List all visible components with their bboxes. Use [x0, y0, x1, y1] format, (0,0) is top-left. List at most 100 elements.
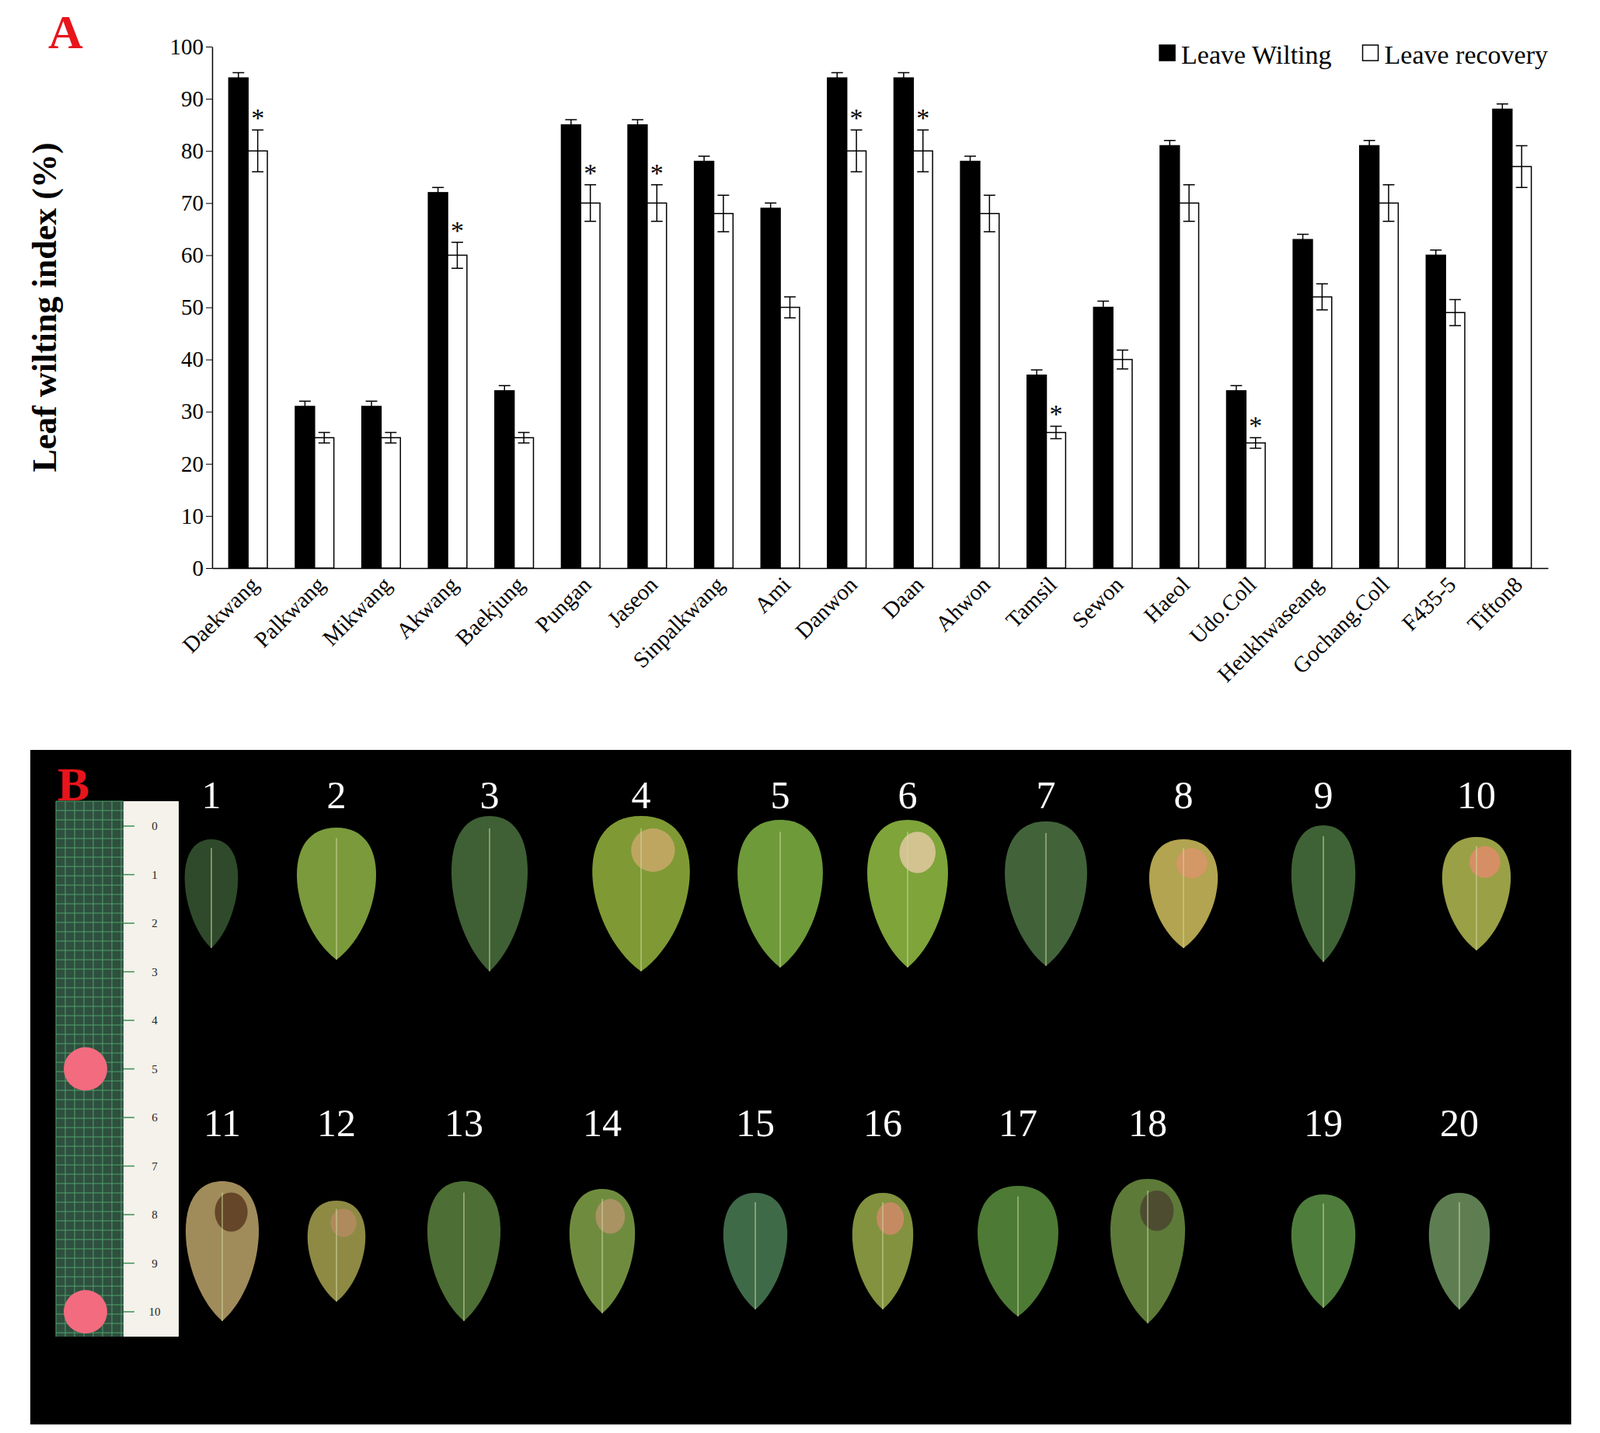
- grid-line: [55, 1211, 124, 1213]
- grid-line: [55, 1220, 124, 1222]
- grid-line: [55, 1118, 124, 1119]
- significance-label: *: [583, 158, 597, 188]
- leaf-vein: [1458, 1202, 1461, 1310]
- x-tick: Gochang.Coll: [1287, 571, 1395, 679]
- x-tick-label: Jaseon: [602, 571, 663, 632]
- bar: [1445, 312, 1465, 569]
- leaf-number: 2: [327, 773, 347, 817]
- grid-line: [55, 829, 124, 830]
- y-tick-label: 30: [181, 398, 204, 424]
- ruler-grid: [55, 801, 124, 1337]
- y-axis-title: Leaf wilting index (%): [25, 142, 64, 472]
- y-tick: 70: [181, 190, 213, 216]
- y-tick-mark: [205, 254, 213, 256]
- leaf-damage: [214, 1192, 248, 1231]
- x-tick: Jaseon: [602, 571, 663, 632]
- grid-line: [55, 1192, 124, 1194]
- error-bar: [764, 202, 777, 213]
- ruler-dot: [63, 1289, 108, 1334]
- leaf-number: 7: [1036, 773, 1057, 817]
- grid-line: [55, 819, 124, 821]
- bar: [647, 202, 667, 569]
- leaf-blade: [977, 1185, 1059, 1317]
- y-tick-label: 20: [181, 451, 204, 477]
- error-bar: [1230, 385, 1242, 396]
- grid-line: [55, 987, 124, 989]
- leaf-damage: [595, 1199, 625, 1234]
- error-bar: [1183, 184, 1196, 222]
- leaf-blade: [1442, 836, 1511, 951]
- bar: [228, 77, 248, 569]
- leaf-vein: [779, 831, 781, 968]
- leaf-vein: [1322, 836, 1325, 963]
- bar: [780, 307, 800, 569]
- x-tick-label: Ahwon: [930, 571, 995, 636]
- error-bar: [850, 129, 863, 172]
- grid-line: [55, 1258, 124, 1259]
- ruler-tick: [123, 922, 135, 924]
- grid-line: [55, 1155, 124, 1157]
- leaf-blade: [427, 1181, 501, 1322]
- bar: [1379, 202, 1399, 569]
- leaf-damage: [330, 1208, 356, 1237]
- grid-line: [55, 978, 124, 980]
- bar: [1359, 145, 1380, 569]
- x-tick: Baekjung: [450, 571, 530, 651]
- leaf-damage: [876, 1202, 904, 1235]
- error-bar: [1449, 299, 1461, 326]
- grid-line: [55, 1108, 124, 1110]
- y-tick-label: 10: [181, 503, 204, 529]
- leaf-vein: [1146, 1190, 1149, 1324]
- series: [228, 73, 1512, 569]
- error-bar: [232, 73, 245, 84]
- significance-label: *: [250, 103, 265, 133]
- ruler-scale: [123, 801, 179, 1337]
- grid-line: [55, 922, 124, 924]
- grid-line: [55, 969, 124, 970]
- leaf-blade: [1429, 1192, 1490, 1310]
- x-tick: Tifton8: [1462, 571, 1527, 637]
- y-tick-label: 90: [181, 86, 204, 112]
- leaf-vein: [463, 1192, 465, 1322]
- bar: [362, 406, 382, 569]
- grid-line: [55, 885, 124, 886]
- panel-letter: A: [48, 5, 84, 59]
- leaf-blade: [307, 1200, 367, 1302]
- leaf-vein: [1182, 847, 1185, 949]
- ruler-tick: [123, 1165, 135, 1168]
- legend-item: Leave recovery: [1362, 40, 1548, 70]
- error-bar: [318, 432, 331, 443]
- leaf-number: 16: [863, 1101, 903, 1145]
- error-bar: [432, 187, 444, 198]
- leaf-number: 5: [770, 773, 791, 817]
- leaf-vein: [488, 828, 491, 972]
- bar: [1046, 432, 1067, 569]
- x-tick-label: Sewon: [1066, 571, 1129, 633]
- grid-line: [55, 996, 124, 998]
- grid-line: [55, 1127, 124, 1129]
- leaf-number: 1: [202, 773, 222, 817]
- grid-line: [55, 857, 124, 858]
- leaf-number: 17: [998, 1101, 1038, 1145]
- leaf: [1442, 836, 1511, 951]
- x-tick-label: Haeol: [1139, 571, 1196, 628]
- bar: [561, 125, 581, 569]
- grid-line: [55, 1248, 124, 1250]
- leaf-number: 10: [1457, 773, 1496, 817]
- leaf-blade: [1149, 839, 1218, 949]
- leaf: [1004, 821, 1088, 966]
- leaf-vein: [1475, 846, 1478, 951]
- x-tick: Ami: [749, 571, 795, 618]
- bar: [960, 161, 980, 569]
- bar: [580, 202, 600, 569]
- y-tick-label: 40: [181, 346, 204, 372]
- leaf-number: 13: [444, 1101, 484, 1145]
- grid-line: [55, 1136, 124, 1138]
- error-bar: [384, 432, 397, 443]
- leaf: [296, 827, 377, 960]
- leaf-blade: [723, 1192, 788, 1310]
- bar: [1112, 359, 1133, 569]
- grid-line: [55, 1146, 124, 1147]
- ruler-tick: [123, 1019, 135, 1022]
- y-tick-label: 70: [181, 190, 204, 216]
